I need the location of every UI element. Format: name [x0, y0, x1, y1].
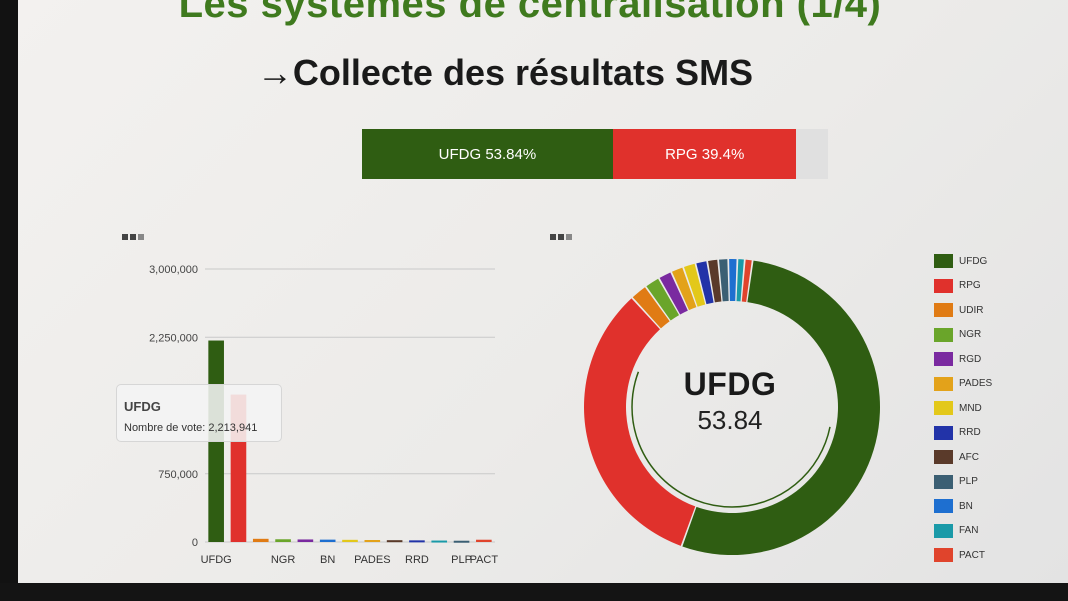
bar-y-tick-label: 2,250,000: [149, 332, 198, 344]
bar-x-tick-label: RRD: [405, 554, 429, 566]
tooltip-title: UFDG: [124, 399, 161, 414]
legend-label: NGR: [959, 329, 982, 341]
bar-panel-menu-icon[interactable]: [122, 234, 144, 240]
donut-active-ring: [631, 306, 833, 508]
bar-pact[interactable]: [476, 539, 492, 542]
bar-fan[interactable]: [431, 540, 448, 543]
legend-label: PLP: [959, 476, 978, 488]
legend-label: FAN: [959, 525, 979, 537]
slide-title: Les systèmes de centralisation (1/4): [178, 0, 882, 26]
legend-swatch: [934, 278, 953, 293]
legend-swatch: [934, 327, 953, 342]
legend-item-udir[interactable]: UDIR: [934, 298, 1044, 323]
donut-center: UFDG 53.84: [630, 366, 830, 436]
legend-item-rpg[interactable]: RPG: [934, 274, 1044, 299]
legend-item-bn[interactable]: BN: [934, 494, 1044, 519]
legend-swatch: [934, 450, 953, 465]
donut-slice-plp[interactable]: [719, 259, 729, 302]
legend-item-afc[interactable]: AFC: [934, 445, 1044, 470]
bar-x-tick-label: NGR: [271, 554, 296, 566]
bar-x-tick-label: UFDG: [201, 554, 232, 566]
donut-center-value: 53.84: [697, 405, 763, 435]
legend-item-mnd[interactable]: MND: [934, 396, 1044, 421]
donut-slice-ufdg[interactable]: [682, 260, 880, 555]
legend-swatch: [934, 425, 953, 440]
donut-slice-rrd[interactable]: [696, 261, 714, 305]
legend-label: UFDG: [959, 255, 988, 267]
donut-center-label: UFDG: [683, 366, 777, 402]
legend-label: BN: [959, 500, 973, 512]
bar-x-tick-label: PADES: [354, 554, 390, 566]
donut-slice-udir[interactable]: [632, 287, 670, 329]
bar-rrd[interactable]: [409, 540, 425, 543]
legend-swatch: [934, 401, 953, 416]
progress-segment-1: RPG 39.4%: [612, 129, 797, 179]
legend-swatch: [934, 352, 953, 367]
legend-swatch: [934, 474, 953, 489]
vote-share-donut-chart: [584, 259, 880, 555]
legend-label: RRD: [959, 427, 981, 439]
bar-ngr[interactable]: [275, 539, 291, 542]
legend-item-fan[interactable]: FAN: [934, 519, 1044, 544]
monitor-bezel-left: [0, 0, 22, 601]
donut-slice-ngr[interactable]: [646, 278, 680, 321]
legend-label: PADES: [959, 378, 993, 390]
legend-item-ngr[interactable]: NGR: [934, 323, 1044, 348]
bar-plp[interactable]: [453, 540, 470, 543]
donut-slice-mnd[interactable]: [683, 263, 706, 307]
bar-udir[interactable]: [252, 538, 269, 542]
bar-bn[interactable]: [319, 539, 336, 542]
legend-item-pact[interactable]: PACT: [934, 543, 1044, 568]
donut-legend: UFDG RPG UDIR NGR RGD PADES MND RRD AFC PLP BN FAN P…: [934, 249, 1044, 568]
legend-item-rgd[interactable]: RGD: [934, 347, 1044, 372]
tooltip-text: Nombre de vote: 2,213,941: [124, 422, 258, 434]
bar-x-tick-label: PLP: [451, 554, 472, 566]
legend-swatch: [934, 523, 953, 538]
donut-slice-pact[interactable]: [741, 259, 752, 302]
progress-segment-0: UFDG 53.84%: [362, 129, 613, 179]
bar-y-tick-label: 0: [192, 537, 198, 549]
vote-share-progress-bar: UFDG 53.84% RPG 39.4%: [362, 129, 828, 179]
bar-rgd[interactable]: [297, 539, 314, 542]
legend-label: RGD: [959, 353, 982, 365]
bar-y-tick-label: 750,000: [158, 469, 198, 481]
legend-item-rrd[interactable]: RRD: [934, 421, 1044, 446]
donut-panel-menu-icon[interactable]: [550, 234, 572, 240]
legend-swatch: [934, 376, 953, 391]
bar-y-tick-label: 3,000,000: [149, 264, 198, 276]
legend-label: RPG: [959, 280, 981, 292]
legend-label: MND: [959, 402, 982, 414]
slide-subtitle: →Collecte des résultats SMS: [256, 52, 754, 93]
legend-item-pades[interactable]: PADES: [934, 372, 1044, 397]
bar-x-tick-label: PACT: [470, 554, 499, 566]
donut-slice-afc[interactable]: [708, 259, 722, 303]
legend-label: UDIR: [959, 304, 984, 316]
legend-item-ufdg[interactable]: UFDG: [934, 249, 1044, 274]
legend-swatch: [934, 254, 953, 269]
donut-slice-fan[interactable]: [736, 259, 744, 302]
bar-x-tick-label: BN: [320, 554, 335, 566]
monitor-bezel-bottom: [0, 583, 1068, 601]
bar-mnd[interactable]: [342, 539, 358, 542]
donut-slice-rgd[interactable]: [659, 272, 688, 315]
bar-tooltip: UFDG Nombre de vote: 2,213,941: [116, 384, 282, 442]
legend-swatch: [934, 499, 953, 514]
bar-afc[interactable]: [386, 540, 403, 543]
bar-pades[interactable]: [364, 539, 381, 542]
legend-swatch: [934, 303, 953, 318]
legend-item-plp[interactable]: PLP: [934, 470, 1044, 495]
legend-label: AFC: [959, 451, 979, 463]
donut-slice-pades[interactable]: [671, 267, 697, 311]
donut-slice-bn[interactable]: [729, 259, 737, 302]
donut-slice-rpg[interactable]: [584, 298, 696, 546]
legend-swatch: [934, 548, 953, 563]
legend-label: PACT: [959, 549, 985, 561]
presentation-slide: [18, 0, 1068, 586]
